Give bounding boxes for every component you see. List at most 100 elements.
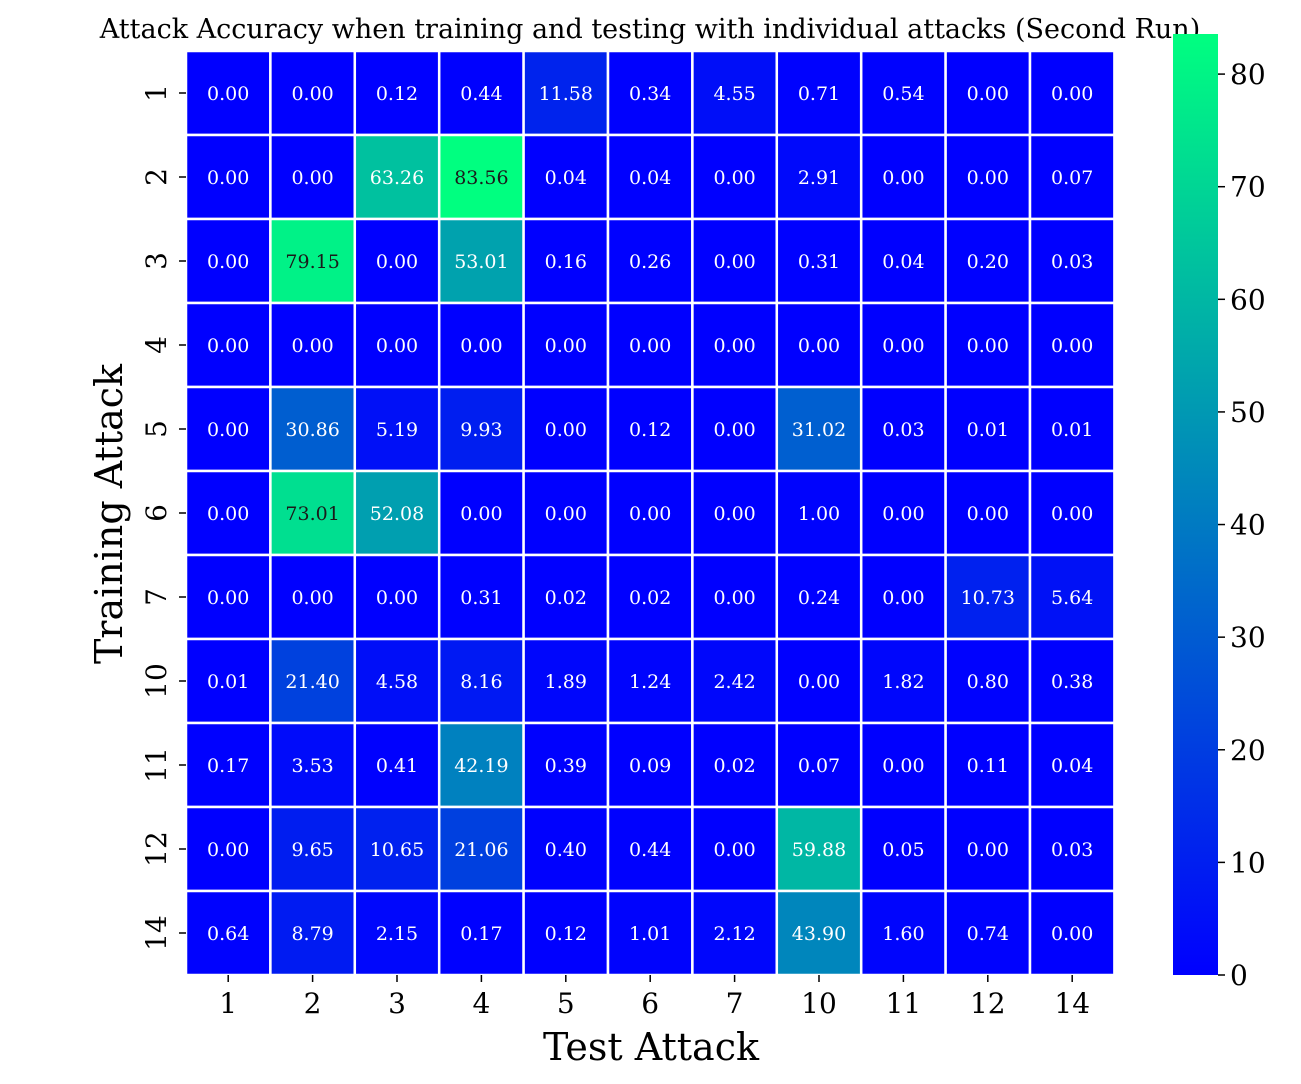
cell-value-label: 0.00 <box>967 335 1009 357</box>
cell-value-label: 0.40 <box>545 839 587 861</box>
heatmap-cell <box>606 805 694 893</box>
cell-value-label: 0.64 <box>207 923 249 945</box>
cell-value-label: 0.00 <box>1051 923 1093 945</box>
cell-value-label: 0.00 <box>967 503 1009 525</box>
heatmap-cell <box>269 637 357 725</box>
heatmap-cell <box>184 637 272 725</box>
cell-value-label: 1.82 <box>882 671 924 693</box>
heatmap-cell <box>775 721 863 809</box>
heatmap-cell <box>353 805 441 893</box>
heatmap-cell <box>437 385 525 473</box>
heatmap-cell <box>437 805 525 893</box>
cell-value-label: 0.00 <box>545 503 587 525</box>
heatmap-cell <box>1028 217 1116 305</box>
cell-value-label: 0.00 <box>291 167 333 189</box>
colorbar-tick-label: 20 <box>1230 734 1266 767</box>
cell-value-label: 0.00 <box>207 167 249 189</box>
heatmap-cell <box>691 553 779 641</box>
cell-value-label: 10.65 <box>370 839 424 861</box>
cell-value-label: 0.54 <box>882 83 924 105</box>
cell-value-label: 63.26 <box>370 167 424 189</box>
heatmap-cell <box>859 217 947 305</box>
heatmap-cell <box>606 49 694 137</box>
heatmap-cell <box>1028 133 1116 221</box>
cell-value-label: 0.04 <box>629 167 671 189</box>
y-tick-label: 4 <box>140 336 173 354</box>
cell-value-label: 0.09 <box>629 755 671 777</box>
heatmap-cell <box>859 385 947 473</box>
cell-value-label: 0.00 <box>545 335 587 357</box>
cell-value-label: 5.64 <box>1051 587 1093 609</box>
cell-value-label: 2.42 <box>713 671 755 693</box>
cell-value-label: 31.02 <box>792 419 846 441</box>
cell-value-label: 0.00 <box>291 335 333 357</box>
cell-value-label: 0.00 <box>798 671 840 693</box>
cell-value-label: 10.73 <box>961 587 1015 609</box>
cell-value-label: 8.79 <box>291 923 333 945</box>
colorbar-gradient <box>1173 34 1218 975</box>
heatmap-cell <box>606 385 694 473</box>
y-tick-label: 5 <box>140 420 173 438</box>
heatmap-cell <box>437 637 525 725</box>
cell-value-label: 59.88 <box>792 839 846 861</box>
cell-value-label: 1.01 <box>629 923 671 945</box>
heatmap-cell <box>522 805 610 893</box>
cell-value-label: 21.06 <box>454 839 508 861</box>
x-tick-label: 11 <box>886 987 922 1020</box>
heatmap-cell <box>944 637 1032 725</box>
heatmap-cell <box>944 385 1032 473</box>
colorbar-tick-label: 70 <box>1230 171 1266 204</box>
heatmap-cell <box>944 49 1032 137</box>
cell-value-label: 53.01 <box>454 251 508 273</box>
cell-value-label: 2.15 <box>376 923 418 945</box>
cell-value-label: 1.24 <box>629 671 671 693</box>
x-tick-label: 6 <box>641 987 659 1020</box>
heatmap-cell <box>353 133 441 221</box>
cell-value-label: 43.90 <box>792 923 846 945</box>
colorbar-tick-label: 80 <box>1230 58 1266 91</box>
cell-value-label: 0.71 <box>798 83 840 105</box>
cell-value-label: 0.01 <box>207 671 249 693</box>
heatmap-cell <box>269 385 357 473</box>
heatmap-cell <box>184 721 272 809</box>
cell-value-label: 0.00 <box>207 503 249 525</box>
heatmap-cell <box>522 637 610 725</box>
heatmap-cell <box>691 217 779 305</box>
heatmap-cell <box>775 637 863 725</box>
cell-value-label: 2.12 <box>713 923 755 945</box>
cell-value-label: 0.17 <box>207 755 249 777</box>
cell-value-label: 0.01 <box>1051 419 1093 441</box>
heatmap-cell <box>944 721 1032 809</box>
y-tick-label: 10 <box>140 663 173 699</box>
cell-value-label: 0.24 <box>798 587 840 609</box>
cell-value-label: 0.00 <box>882 503 924 525</box>
cell-value-label: 0.00 <box>376 587 418 609</box>
cell-value-label: 4.58 <box>376 671 418 693</box>
heatmap-cell <box>353 385 441 473</box>
cell-value-label: 0.00 <box>882 755 924 777</box>
cell-value-label: 0.02 <box>629 587 671 609</box>
heatmap-cell <box>522 217 610 305</box>
x-tick-label: 5 <box>557 987 575 1020</box>
x-tick-label: 7 <box>726 987 744 1020</box>
heatmap-cell <box>606 889 694 977</box>
heatmap-cell <box>691 385 779 473</box>
cell-value-label: 0.00 <box>376 251 418 273</box>
cell-value-label: 0.00 <box>713 419 755 441</box>
cell-value-label: 0.38 <box>1051 671 1093 693</box>
cell-value-label: 0.00 <box>629 503 671 525</box>
cell-value-label: 0.00 <box>713 839 755 861</box>
y-tick-label: 12 <box>140 831 173 867</box>
x-tick-label: 2 <box>304 987 322 1020</box>
heatmap-cell <box>606 553 694 641</box>
x-tick-label: 4 <box>472 987 490 1020</box>
cell-value-label: 0.05 <box>882 839 924 861</box>
heatmap-cell <box>859 805 947 893</box>
cell-value-label: 11.58 <box>539 83 593 105</box>
heatmap-cell <box>691 637 779 725</box>
x-tick-label: 14 <box>1054 987 1090 1020</box>
x-axis-label: Test Attack <box>543 1025 760 1069</box>
cell-value-label: 0.01 <box>967 419 1009 441</box>
cell-value-label: 52.08 <box>370 503 424 525</box>
heatmap-cell <box>859 469 947 557</box>
